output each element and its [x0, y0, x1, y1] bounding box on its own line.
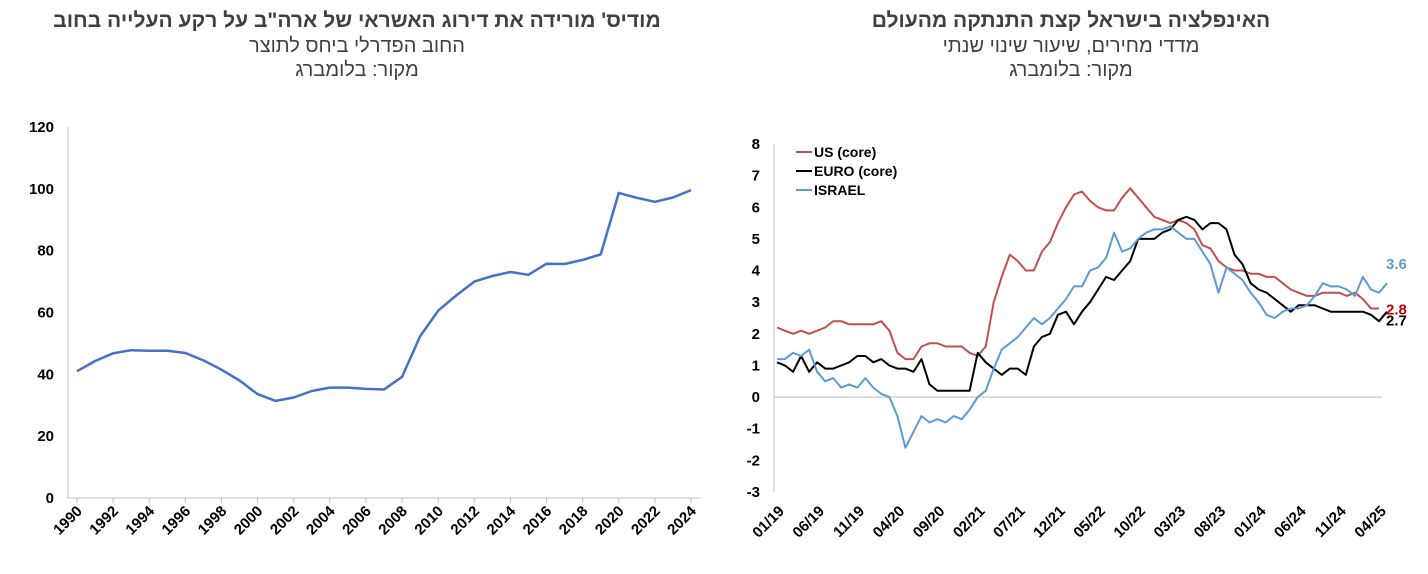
y-tick-label: 2	[752, 326, 760, 343]
x-tick-label: 1992	[86, 503, 122, 539]
inflation-series-line	[777, 225, 1388, 449]
y-tick-label: 7	[752, 168, 760, 185]
y-tick-label: 120	[29, 119, 54, 136]
debt-series-line	[76, 188, 692, 403]
x-tick-label: 02/21	[950, 503, 989, 542]
debt-chart-subtitle: החוב הפדרלי ביחס לתוצר	[249, 35, 465, 57]
y-tick-label: 0	[46, 490, 54, 507]
x-tick-label: 2000	[231, 503, 267, 539]
y-tick-label: 60	[37, 305, 54, 322]
x-tick-label: 2018	[556, 503, 592, 539]
x-tick-label: 2024	[664, 502, 700, 538]
y-tick-label: 6	[752, 199, 760, 216]
x-tick-label: 2022	[628, 503, 664, 539]
inflation-chart-title: האינפלציה בישראל קצת התנתקה מהעולם	[871, 9, 1271, 32]
x-tick-label: 04/20	[870, 503, 909, 542]
y-tick-label: 100	[29, 181, 54, 198]
inflation-chart-subtitle: מדדי מחירים, שיעור שינוי שנתי	[942, 35, 1200, 57]
y-tick-label: 80	[37, 243, 54, 260]
y-tick-label: 8	[752, 136, 760, 153]
y-tick-label: 0	[752, 389, 760, 406]
inflation-chart-titles: האינפלציה בישראל קצת התנתקה מהעולם מדדי …	[714, 8, 1428, 82]
y-tick-label: -1	[747, 421, 760, 438]
x-tick-label: 2016	[520, 503, 556, 539]
legend-label: US (core)	[814, 144, 876, 160]
y-tick-label: 40	[37, 366, 54, 383]
x-tick-label: 05/22	[1070, 503, 1109, 542]
series-end-label: 2.8	[1386, 302, 1407, 319]
y-tick-label: 1	[752, 357, 760, 374]
y-tick-label: -2	[747, 452, 760, 469]
y-tick-label: 4	[752, 263, 761, 280]
x-tick-label: 2014	[484, 502, 520, 538]
x-tick-label: 1998	[195, 503, 231, 539]
x-tick-label: 10/22	[1110, 503, 1149, 542]
x-tick-label: 2006	[339, 503, 375, 539]
x-tick-label: 2008	[375, 503, 411, 539]
x-tick-label: 01/19	[749, 503, 788, 542]
debt-chart-panel: מודיס' מורידה את דירוג האשראי של ארה"ב ע…	[0, 8, 714, 539]
x-tick-label: 01/24	[1231, 502, 1270, 541]
x-tick-label: 11/24	[1312, 502, 1350, 540]
y-tick-label: 3	[752, 294, 760, 311]
x-tick-label: 2004	[303, 502, 339, 538]
x-tick-label: 2002	[267, 503, 303, 539]
x-tick-label: 08/23	[1191, 503, 1230, 542]
x-tick-label: 06/19	[789, 503, 828, 542]
x-tick-label: 2020	[592, 503, 628, 539]
legend-label: EURO (core)	[814, 163, 897, 179]
x-tick-label: 1994	[122, 502, 158, 538]
x-tick-label: 03/23	[1151, 503, 1190, 542]
series-end-label: 2.7	[1386, 313, 1407, 330]
x-tick-label: 1990	[50, 503, 86, 539]
x-tick-label: 11/19	[830, 503, 868, 541]
y-tick-label: -3	[747, 484, 760, 501]
debt-chart-source: מקור: בלומברג	[295, 59, 419, 81]
x-tick-label: 2010	[411, 503, 447, 539]
legend-label: ISRAEL	[814, 182, 866, 198]
x-tick-label: 12/21	[1030, 503, 1069, 542]
x-tick-label: 07/21	[990, 503, 1029, 542]
debt-chart-titles: מודיס' מורידה את דירוג האשראי של ארה"ב ע…	[0, 8, 714, 82]
inflation-series-line	[776, 215, 1388, 392]
y-tick-label: 20	[37, 428, 54, 445]
x-tick-label: 1996	[159, 503, 195, 539]
inflation-series-line	[776, 187, 1379, 361]
series-end-label: 3.6	[1386, 256, 1407, 273]
x-tick-label: 09/20	[910, 503, 949, 542]
x-tick-label: 2012	[448, 503, 484, 539]
debt-chart-title: מודיס' מורידה את דירוג האשראי של ארה"ב ע…	[53, 9, 661, 32]
x-tick-label: 06/24	[1271, 502, 1310, 541]
x-tick-label: 04/25	[1351, 503, 1390, 542]
inflation-chart-panel: האינפלציה בישראל קצת התנתקה מהעולם מדדי …	[714, 0, 1428, 574]
inflation-chart-source: מקור: בלומברג	[1009, 59, 1133, 81]
y-tick-label: 5	[752, 231, 760, 248]
inflation-chart-plot: -3 -2 -1 0 1 2 3 4 5 6 7 8 01/19 06/19 11/19 04/20 09/20…	[747, 136, 1407, 542]
